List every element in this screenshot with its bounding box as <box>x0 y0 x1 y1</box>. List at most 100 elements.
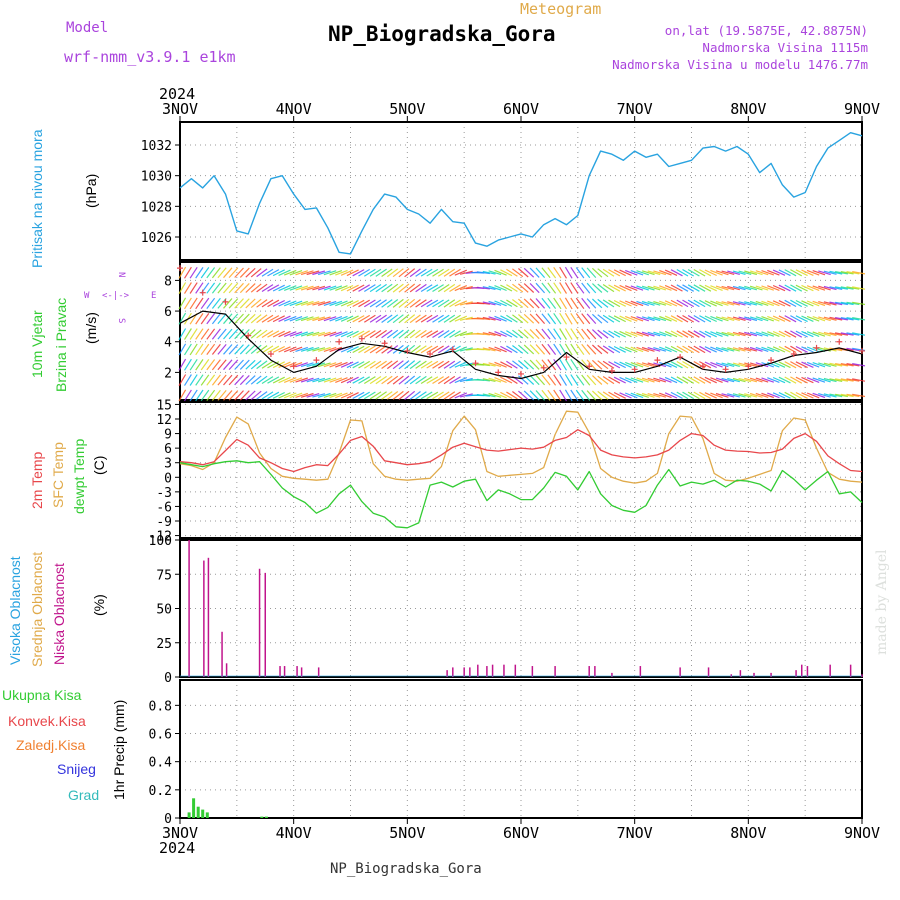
wind-arrow <box>358 391 371 400</box>
wind-arrow <box>727 393 740 398</box>
wind-arrow <box>630 392 644 399</box>
wind-arrow <box>217 298 227 309</box>
wind-arrow <box>630 362 644 368</box>
wind-arrow <box>553 328 562 340</box>
wind-arrow <box>476 286 490 290</box>
wind-arrow <box>602 329 615 339</box>
ytick-label-temp: 3 <box>164 457 172 472</box>
wind-arrow <box>581 282 591 294</box>
wind-arrow <box>300 316 314 322</box>
wind-arrow <box>381 268 393 277</box>
wind-arrow <box>647 316 661 322</box>
compass-east: E <box>151 291 156 301</box>
wind-arrow <box>223 390 233 401</box>
wind-arrow <box>295 316 308 322</box>
wind-arrow <box>586 313 597 325</box>
wind-arrow <box>790 391 803 400</box>
wind-arrow <box>812 270 826 276</box>
wind-arrow <box>494 300 507 307</box>
wind-arrow <box>529 390 540 401</box>
wind-arrow <box>749 270 763 276</box>
wind-arrow <box>312 316 326 322</box>
wind-arrow <box>806 285 820 291</box>
wind-arrow <box>415 299 427 308</box>
wind-arrow <box>636 300 649 306</box>
wind-arrow <box>506 284 518 293</box>
wind-arrow <box>630 377 644 383</box>
wind-arrow <box>358 284 371 292</box>
wind-arrow <box>664 376 678 384</box>
wind-arrow <box>727 347 740 352</box>
wind-arrow <box>784 269 797 277</box>
wind-arrow <box>300 300 314 306</box>
wind-arrow <box>636 285 649 291</box>
wind-arrow <box>449 268 461 277</box>
wind-arrow <box>256 268 268 278</box>
wind-arrow <box>630 270 644 276</box>
wind-arrow <box>335 315 348 322</box>
wind-arrow <box>715 377 729 383</box>
bottom-day-label: 5NOV <box>389 824 425 842</box>
wind-arrow <box>261 360 274 369</box>
wind-arrow <box>178 358 187 371</box>
wind-arrow <box>409 329 421 339</box>
wind-arrow <box>500 315 513 323</box>
wind-arrow <box>295 331 308 337</box>
wind-arrow <box>420 314 433 323</box>
wind-arrow <box>432 360 444 369</box>
wind-arrow <box>704 315 717 323</box>
wind-arrow <box>189 328 198 340</box>
wind-arrow <box>329 285 343 291</box>
wind-arrow <box>761 377 774 383</box>
wind-arrow <box>239 313 250 324</box>
wind-arrow <box>512 360 524 370</box>
wind-arrow <box>449 284 461 293</box>
wind-arrow <box>369 375 382 385</box>
wind-arrow <box>386 314 399 324</box>
wind-arrow <box>732 316 746 321</box>
wind-arrow <box>738 316 752 321</box>
wind-arrow <box>437 299 450 308</box>
wind-arrow <box>488 331 502 337</box>
wind-arrow <box>426 284 439 292</box>
wind-arrow <box>795 315 808 323</box>
wind-arrow <box>636 362 649 368</box>
wind-arrow <box>619 269 632 276</box>
wind-arrow <box>488 392 502 398</box>
wind-arrow <box>608 330 621 338</box>
wind-arrow <box>659 315 672 322</box>
wind-arrow <box>772 300 786 307</box>
wind-arrow <box>767 392 780 399</box>
wind-arrow <box>317 270 331 276</box>
wind-arrow <box>570 343 579 356</box>
wind-arrow <box>217 374 227 386</box>
wind-arrow <box>206 343 216 355</box>
wind-arrow <box>553 297 562 310</box>
wind-arrow <box>454 392 468 399</box>
wind-arrow <box>234 298 244 309</box>
wind-arrow <box>352 361 365 369</box>
wind-arrow <box>721 331 735 337</box>
wind-arrow <box>823 362 837 367</box>
pressure-left-label: Pritisak na nivou mora <box>29 129 45 268</box>
wind-arrow <box>636 331 649 337</box>
wind-arrow <box>409 283 421 293</box>
wind-arrow <box>223 359 233 371</box>
wind-arrow <box>570 282 579 294</box>
wind-arrow <box>818 331 831 337</box>
wind-arrow <box>553 374 562 386</box>
wind-arrow <box>523 267 535 278</box>
top-year-label: 2024 <box>159 85 195 103</box>
wind-arrow <box>597 375 609 385</box>
wind-arrow <box>608 345 621 354</box>
wind-arrow <box>437 375 450 385</box>
wind-arrow <box>755 331 769 337</box>
wind-arrow <box>535 298 546 309</box>
wind-arrow <box>178 328 187 341</box>
wind-arrow <box>323 316 337 322</box>
wind-arrow <box>340 315 354 322</box>
wind-arrow <box>823 285 837 291</box>
wind-arrow <box>744 270 758 276</box>
wind-arrow <box>312 270 326 276</box>
wind-arrow <box>670 269 683 277</box>
